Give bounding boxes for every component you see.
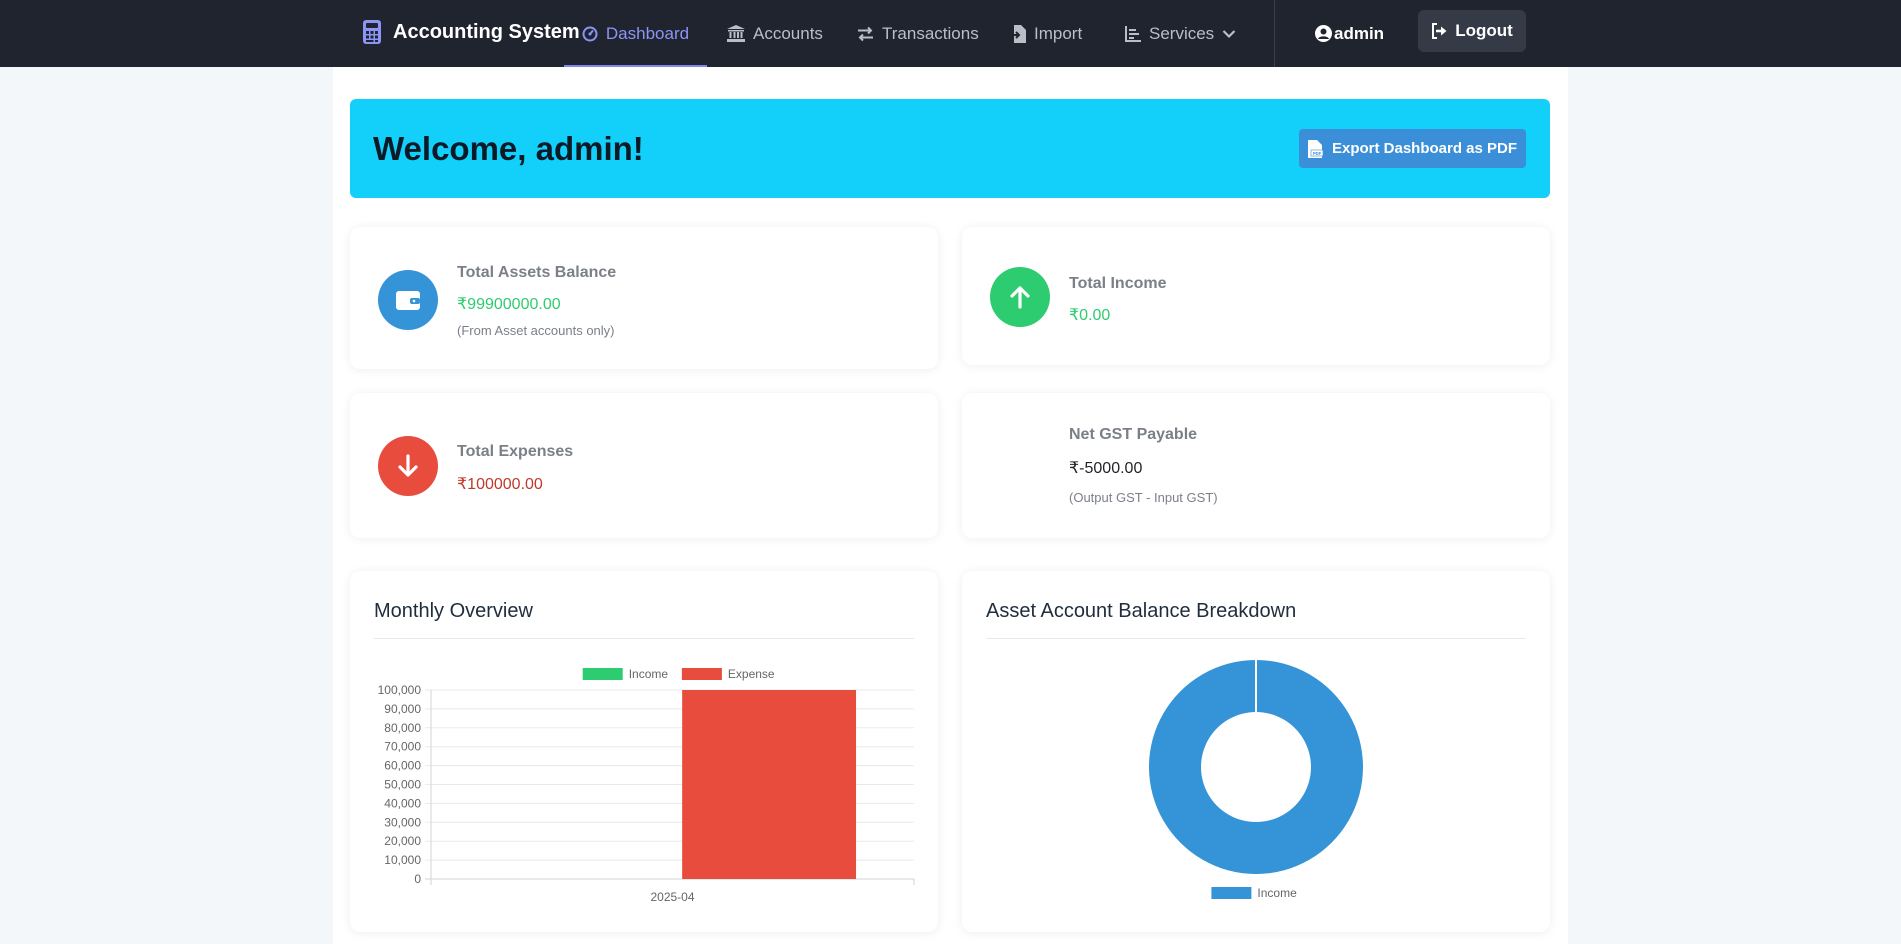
pdf-file-icon: PDF <box>1307 139 1323 158</box>
logout-label: Logout <box>1455 21 1513 40</box>
wallet-icon <box>396 291 420 310</box>
bar-expense <box>682 690 857 879</box>
y-tick-label: 30,000 <box>384 815 421 829</box>
nav-transactions-label: Transactions <box>882 23 979 43</box>
asset-breakdown-title: Asset Account Balance Breakdown <box>986 600 1297 622</box>
asset-breakdown-chart: Income <box>1148 660 1363 900</box>
y-tick-label: 40,000 <box>384 796 421 810</box>
nav-dashboard-label: Dashboard <box>605 23 690 43</box>
gst-card: Net GST Payable ₹-5000.00 (Output GST - … <box>962 393 1550 538</box>
nav-import[interactable]: Import <box>1011 0 1082 67</box>
user-menu[interactable]: admin <box>1315 0 1384 67</box>
brand-name: Accounting System <box>393 20 580 43</box>
user-name: admin <box>1334 23 1385 43</box>
legend-label-expense: Expense <box>728 667 775 681</box>
arrow-up-icon <box>1010 286 1030 309</box>
nav-transactions[interactable]: Transactions <box>857 0 979 67</box>
welcome-banner: Welcome, admin! PDF Export Dashboard as … <box>350 99 1550 198</box>
y-tick-label: 80,000 <box>384 721 421 735</box>
asset-breakdown-card: Asset Account Balance Breakdown Income <box>962 571 1550 932</box>
logout-icon <box>1432 23 1447 39</box>
svg-text:PDF: PDF <box>1313 151 1322 156</box>
file-import-icon <box>1011 24 1026 43</box>
nav-dashboard[interactable]: Dashboard <box>564 0 707 67</box>
assets-title: Total Assets Balance <box>457 264 617 281</box>
monthly-overview-card: Monthly Overview 0 10,000 20,000 30,000 40,0… <box>350 571 938 932</box>
legend-swatch-expense <box>681 668 722 680</box>
expenses-card: Total Expenses ₹100000.00 <box>350 393 938 538</box>
income-icon-circle <box>990 267 1050 327</box>
expenses-icon-circle <box>378 436 438 496</box>
gst-note: (Output GST - Input GST) <box>1069 490 1218 505</box>
income-card: Total Income ₹0.00 <box>962 227 1550 365</box>
legend-label-income: Income <box>629 667 669 681</box>
income-title: Total Income <box>1069 275 1167 292</box>
income-value: ₹0.00 <box>1069 307 1111 324</box>
expenses-value: ₹100000.00 <box>457 476 543 493</box>
expenses-title: Total Expenses <box>457 443 574 460</box>
nav-accounts[interactable]: Accounts <box>727 0 823 67</box>
nav-divider <box>1274 0 1275 67</box>
brand[interactable]: Accounting System <box>363 17 580 47</box>
exchange-icon <box>858 26 873 41</box>
gst-title: Net GST Payable <box>1069 426 1198 443</box>
calculator-icon <box>363 20 381 44</box>
gst-value: ₹-5000.00 <box>1069 460 1143 477</box>
y-tick-label: 50,000 <box>384 778 421 792</box>
export-pdf-label: Export Dashboard as PDF <box>1331 140 1518 157</box>
chevron-down-icon <box>1222 29 1236 38</box>
y-tick-label: 60,000 <box>384 759 421 773</box>
y-tick-label: 0 <box>414 872 421 886</box>
chart-icon <box>1125 25 1141 42</box>
export-pdf-button[interactable]: PDF Export Dashboard as PDF <box>1299 129 1526 168</box>
nav-accounts-label: Accounts <box>753 23 823 43</box>
assets-note: (From Asset accounts only) <box>457 323 615 338</box>
legend-label-income: Income <box>1257 886 1297 900</box>
logout-button[interactable]: Logout <box>1418 10 1526 52</box>
monthly-overview-chart: 0 10,000 20,000 30,000 40,000 50,000 60,000 70,… <box>378 667 915 904</box>
dashboard-icon <box>582 26 598 41</box>
y-tick-label: 100,000 <box>378 683 422 697</box>
welcome-title: Welcome, admin! <box>373 130 644 167</box>
nav-import-label: Import <box>1034 23 1083 43</box>
assets-icon-circle <box>378 270 438 330</box>
user-circle-icon <box>1315 25 1332 42</box>
nav-services-label: Services <box>1149 23 1215 43</box>
nav-services-dropdown[interactable]: Services <box>1125 0 1236 67</box>
legend-swatch-income <box>1211 887 1252 899</box>
y-tick-label: 20,000 <box>384 834 421 848</box>
bank-icon <box>727 25 745 42</box>
donut-slice-income <box>1148 660 1363 874</box>
x-tick-label: 2025-04 <box>650 890 694 904</box>
legend-swatch-income <box>582 668 623 680</box>
assets-card: Total Assets Balance ₹99900000.00 (From … <box>350 227 938 369</box>
asset-breakdown-divider <box>986 638 1526 639</box>
monthly-overview-divider <box>374 638 914 639</box>
navbar: Accounting System Dashboard Accounts Tra… <box>0 0 1901 67</box>
y-tick-label: 10,000 <box>384 853 421 867</box>
y-tick-label: 90,000 <box>384 702 421 716</box>
arrow-down-icon <box>398 454 418 477</box>
assets-value: ₹99900000.00 <box>457 296 561 313</box>
monthly-overview-title: Monthly Overview <box>374 600 533 622</box>
y-tick-label: 70,000 <box>384 740 421 754</box>
